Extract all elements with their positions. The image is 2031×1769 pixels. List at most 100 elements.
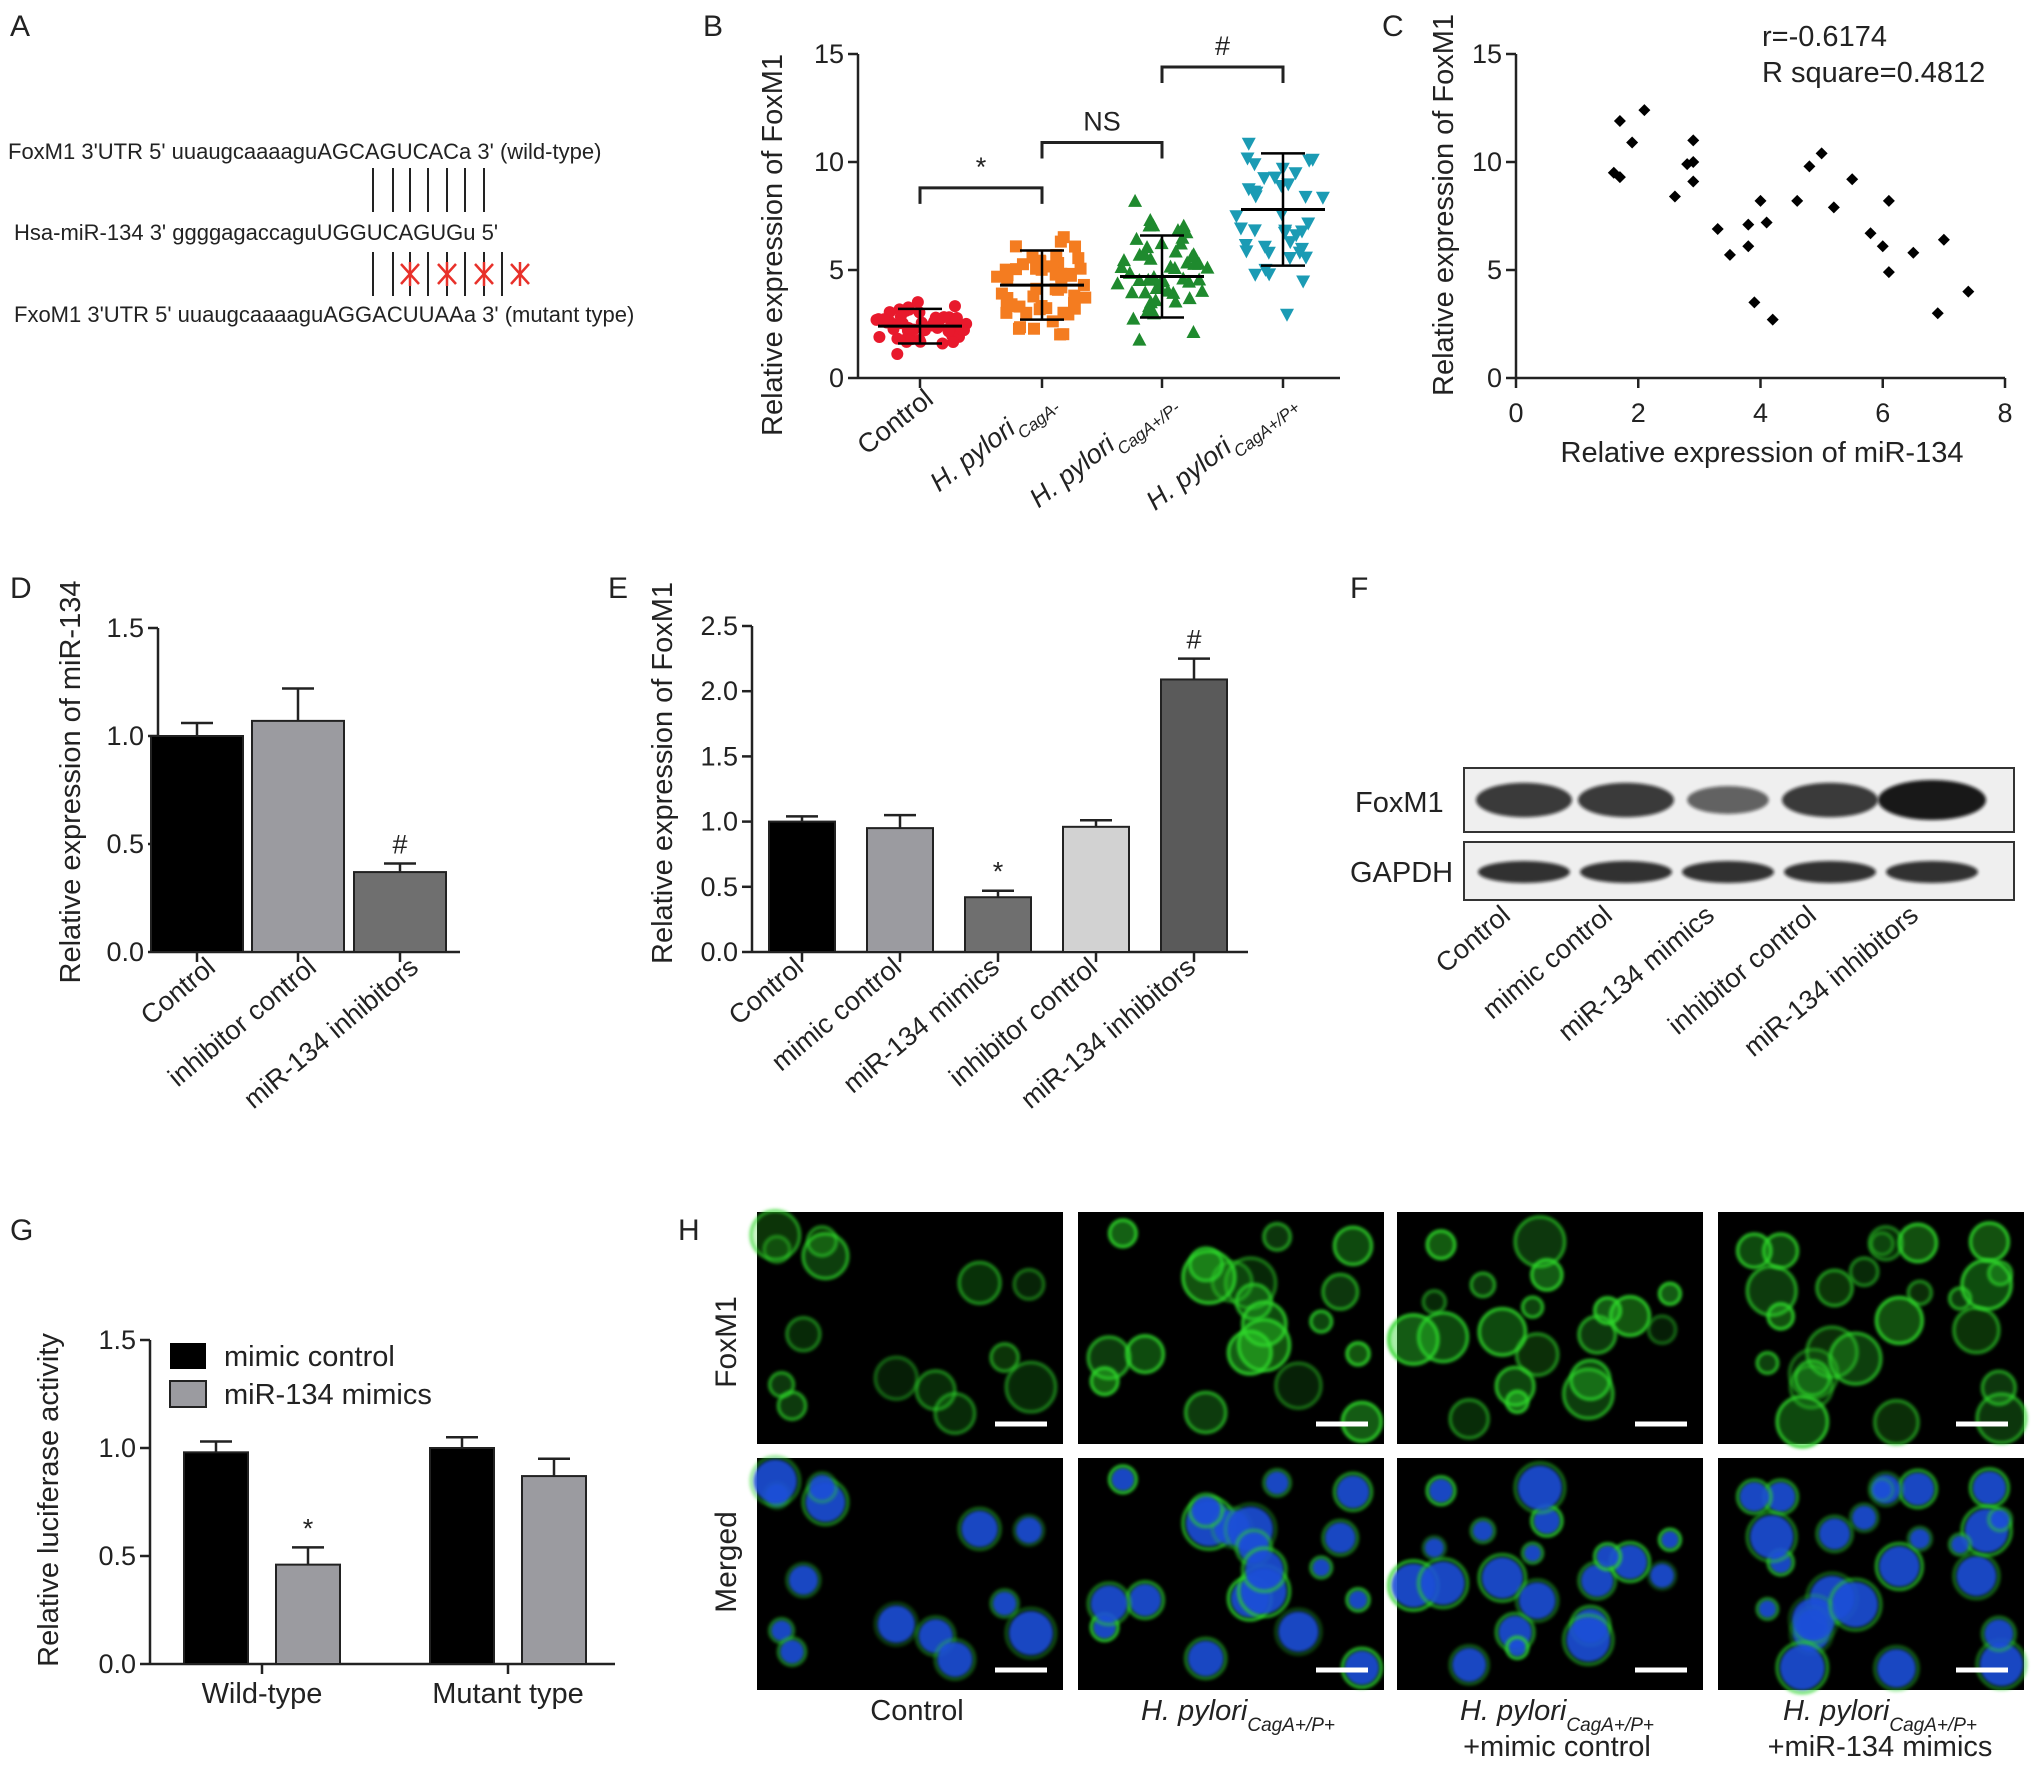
panel-e-x-label-4: miR-134 inhibitors: [1015, 952, 1201, 1115]
micrograph-merged: [1387, 1458, 1703, 1690]
panel-b-point: [1146, 218, 1161, 232]
panel-b-point: [1114, 260, 1129, 274]
h-col-label-3: H. pyloriCagA+/P+: [1783, 1695, 1977, 1736]
nucleus: [1265, 1470, 1290, 1495]
micrograph-foxm1: [1078, 1212, 1384, 1444]
micrograph-merged: [1078, 1458, 1384, 1690]
panel-b-point: [1241, 137, 1256, 151]
cell-membrane: [1274, 1607, 1323, 1656]
seq-mir-134: Hsa-miR-134 3' ggggagaccaguUGGUCAGUGu 5': [14, 220, 498, 245]
nucleus: [809, 1474, 835, 1501]
panel-g-bar: [521, 1475, 587, 1665]
micrograph-grid: [749, 1209, 2028, 1695]
panel-b-point: [1132, 247, 1147, 261]
panel-c-point: [1827, 201, 1840, 214]
nucleus: [1090, 1585, 1128, 1623]
panel-g-bar: [429, 1447, 495, 1665]
panel-b-point: [1192, 272, 1207, 286]
panel-b-point: [1132, 332, 1147, 346]
panel-label-e: E: [608, 572, 628, 605]
panel-b-point: [1305, 153, 1320, 167]
panel-b-point: [1163, 259, 1178, 273]
nucleus: [1187, 1640, 1224, 1677]
panel-b-point: [1267, 171, 1282, 185]
panel-e-bar: [964, 896, 1032, 953]
nucleus: [1979, 1642, 2024, 1687]
panel-b-point: [1062, 308, 1075, 321]
panel-c-point: [1931, 307, 1944, 320]
nucleus: [961, 1510, 999, 1548]
panel-b-point: [1195, 283, 1210, 297]
nucleus: [918, 1618, 954, 1654]
panel-b-point: [1296, 275, 1311, 289]
cell: [749, 1209, 802, 1261]
cell-membrane: [873, 1601, 919, 1647]
nucleus: [1421, 1561, 1466, 1606]
cell-membrane: [1188, 1492, 1224, 1529]
panel-f-western-blot: FoxM1 GAPDH Control mimic control miR-13…: [1350, 767, 2015, 1063]
blot-label-gapdh: GAPDH: [1350, 857, 1453, 889]
h-col-label-2: H. pyloriCagA+/P+: [1460, 1695, 1654, 1736]
panel-e-bar: [768, 820, 836, 953]
panel-b-bracket: [1160, 65, 1285, 83]
panel-c-point: [1876, 240, 1889, 253]
nucleus: [1533, 1507, 1561, 1535]
cell: [1646, 1314, 1678, 1345]
cell-membrane: [1262, 1468, 1292, 1498]
nucleus: [1244, 1550, 1284, 1590]
panel-b-point: [1182, 291, 1197, 305]
panel-b-point: [1050, 249, 1063, 262]
panel-b-x-label-control: Control: [852, 383, 939, 460]
panel-b-point: [999, 263, 1012, 276]
micrograph-background: [1078, 1458, 1384, 1690]
panel-b-point: [1241, 183, 1256, 197]
panel-g-bar: [275, 1563, 341, 1666]
panel-c-y-tick-label: 15: [1472, 39, 1502, 69]
panel-b-point: [1289, 229, 1304, 243]
nucleus: [1649, 1563, 1675, 1588]
cell-membrane: [1960, 1504, 2013, 1557]
panel-b-plot: 0 5 10 15 * NS #: [814, 31, 1340, 393]
panel-c-point: [1687, 156, 1700, 168]
panel-d-x-label-2: miR-134 inhibitors: [238, 952, 424, 1115]
nucleus: [1872, 1479, 1892, 1500]
panel-b-point: [1030, 262, 1043, 275]
panel-g-chart: 0.0 0.5 1.0 1.5 * Relative luciferase activi…: [33, 1325, 615, 1710]
cell-membrane: [1906, 1525, 1933, 1552]
panel-e-y-tick-label: 1.0: [700, 807, 738, 837]
nucleus: [1878, 1545, 1920, 1588]
panel-b-point: [1057, 328, 1070, 341]
nucleus: [1523, 1544, 1542, 1563]
panel-c-point: [1748, 296, 1761, 309]
panel-d-chart: 0.0 0.5 1.0 1.5 # Relative expression of miR…: [55, 581, 460, 1115]
cell: [1108, 1218, 1138, 1249]
panel-b-point: [1014, 321, 1027, 334]
panel-b-bracket-label: *: [976, 152, 987, 182]
cell-membrane: [806, 1471, 838, 1504]
panel-c-annotation-r2: R square=0.4812: [1762, 57, 1985, 89]
cell-membrane: [1657, 1527, 1682, 1552]
panel-c-point: [1882, 266, 1895, 279]
cell: [1477, 1307, 1528, 1357]
cell-membrane: [1828, 1577, 1883, 1632]
blot-lane-4: miR-134 inhibitors: [1738, 900, 1924, 1063]
panel-b-point: [1028, 322, 1041, 335]
panel-c-point: [1754, 194, 1767, 207]
cell: [1562, 1367, 1615, 1420]
cell: [806, 1225, 838, 1258]
cell: [1848, 1256, 1880, 1287]
panel-b-y-tick-label: 15: [814, 39, 844, 69]
nucleus: [1481, 1556, 1524, 1599]
panel-b-point: [1233, 222, 1248, 236]
panel-b-point: [1055, 270, 1068, 283]
panel-b-point: [877, 313, 890, 326]
cell: [1012, 1268, 1046, 1301]
nucleus: [1758, 1599, 1777, 1619]
panel-b-bracket-label: #: [1215, 31, 1230, 61]
panel-b-point: [1125, 285, 1140, 299]
cell: [1815, 1268, 1854, 1308]
cell-membrane: [1515, 1578, 1560, 1623]
nucleus: [1451, 1647, 1487, 1683]
panel-b-point: [1279, 308, 1294, 322]
